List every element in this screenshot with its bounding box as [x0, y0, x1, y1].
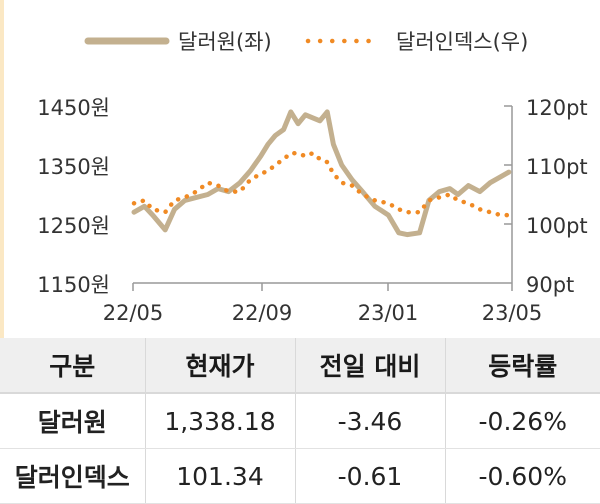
y-left-tick-1150: 1150원	[37, 273, 110, 297]
series-layer	[131, 109, 512, 238]
legend: 달러원(좌) 달러인덱스(우)	[84, 30, 528, 54]
header-change-rate: 등락률	[444, 338, 600, 394]
quote-table-area: 구분 현재가 전일 대비 등락률 달러원 1,338.18 -3.46 -0.2…	[0, 338, 600, 504]
y-right-tick-110: 110pt	[526, 155, 588, 179]
legend-label-usdkrw: 달러원(좌)	[178, 30, 272, 54]
header-category: 구분	[0, 338, 145, 394]
y-left-tick-1450: 1450원	[37, 96, 110, 120]
left-accent-bar	[0, 0, 4, 340]
table-header-row: 구분 현재가 전일 대비 등락률	[0, 338, 600, 394]
table-row: 달러인덱스 101.34 -0.61 -0.60%	[0, 448, 600, 504]
change-rate-cell: -0.60%	[444, 448, 600, 504]
row-label: 달러인덱스	[0, 448, 145, 504]
series-line-dollar-index	[131, 150, 512, 218]
y-right-tick-90: 90pt	[526, 273, 574, 297]
y-left-tick-1350: 1350원	[37, 155, 110, 179]
header-current-price: 현재가	[144, 338, 295, 394]
exchange-rate-chart: 달러원(좌) 달러인덱스(우) 1450원 1350원 1250원 1150원 …	[37, 30, 587, 325]
current-price-cell: 101.34	[144, 448, 295, 504]
series-line-usdkrw	[131, 109, 512, 238]
current-price-cell: 1,338.18	[144, 393, 295, 449]
y-right-tick-120: 120pt	[526, 96, 588, 120]
table-row: 달러원 1,338.18 -3.46 -0.26%	[0, 393, 600, 449]
change-cell: -3.46	[294, 393, 445, 449]
y-right-tick-100: 100pt	[526, 214, 588, 238]
change-cell: -0.61	[294, 448, 445, 504]
chart-area: 달러원(좌) 달러인덱스(우) 1450원 1350원 1250원 1150원 …	[37, 30, 587, 325]
x-tick-2209: 22/09	[232, 301, 293, 325]
legend-label-dollar-index: 달러인덱스(우)	[396, 30, 528, 54]
x-tick-2305: 23/05	[482, 301, 543, 325]
x-tick-2301: 23/01	[358, 301, 419, 325]
quote-table: 구분 현재가 전일 대비 등락률 달러원 1,338.18 -3.46 -0.2…	[0, 338, 600, 504]
change-rate-cell: -0.26%	[444, 393, 600, 449]
y-left-tick-1250: 1250원	[37, 214, 110, 238]
axes: 1450원 1350원 1250원 1150원 120pt 110pt 100p…	[37, 96, 587, 325]
row-label: 달러원	[0, 393, 145, 449]
header-change: 전일 대비	[294, 338, 445, 394]
x-tick-2205: 22/05	[103, 301, 164, 325]
